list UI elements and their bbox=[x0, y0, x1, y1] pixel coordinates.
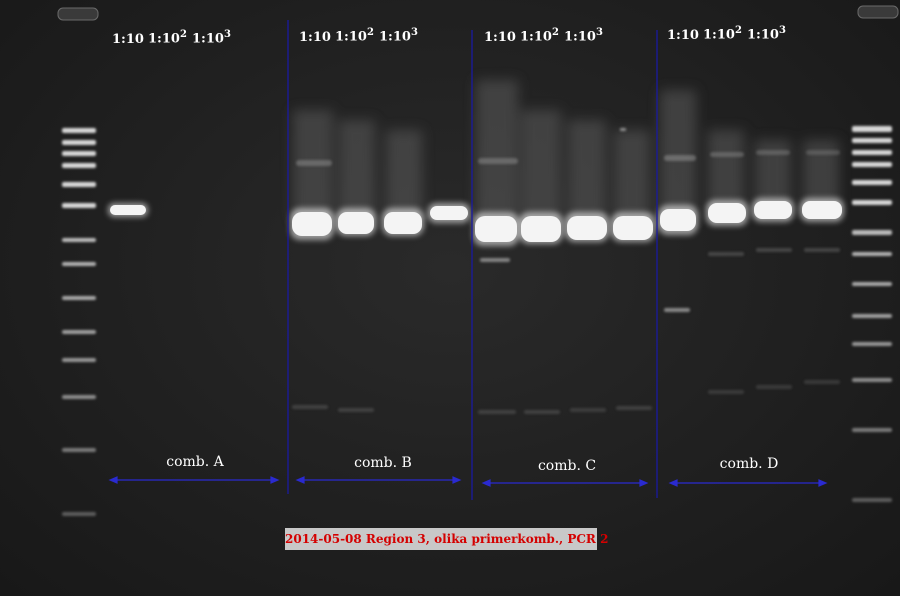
arrow-c bbox=[481, 479, 649, 487]
dilution-label-b1: 1:10 bbox=[299, 30, 331, 45]
ladder-right bbox=[852, 126, 892, 502]
product-bands bbox=[110, 201, 842, 242]
dilution-label-a2: 1:102 bbox=[148, 29, 187, 46]
gel-caption: 2014-05-08 Region 3, olika primerkomb., … bbox=[285, 528, 608, 550]
band-c2 bbox=[521, 216, 561, 242]
arrow-a bbox=[108, 476, 280, 484]
lane-haze bbox=[293, 80, 839, 220]
dilution-label-c2: 1:102 bbox=[520, 27, 559, 44]
faint-bands bbox=[292, 128, 840, 414]
band-d4 bbox=[802, 201, 842, 219]
comb-label-a: comb. A bbox=[166, 454, 224, 470]
dilution-base: 1:10 bbox=[148, 31, 180, 47]
comb-label-b: comb. B bbox=[354, 455, 412, 471]
dilution-exponent: 3 bbox=[595, 27, 603, 38]
arrow-d bbox=[668, 479, 828, 487]
dilution-base: 1:10 bbox=[564, 29, 596, 45]
dilution-label-a1: 1:10 bbox=[112, 32, 144, 47]
dilution-exponent: 2 bbox=[366, 27, 374, 38]
band-b4 bbox=[430, 206, 468, 220]
dilution-label-a3: 1:103 bbox=[192, 29, 231, 46]
dilution-exponent: 3 bbox=[410, 27, 418, 38]
band-c1 bbox=[475, 216, 517, 242]
band-b2 bbox=[338, 212, 374, 234]
dilution-exponent: 3 bbox=[778, 25, 786, 36]
dilution-label-d2: 1:102 bbox=[703, 25, 742, 42]
dilution-base: 1:10 bbox=[192, 31, 224, 47]
dilution-exponent: 2 bbox=[551, 27, 559, 38]
band-a1 bbox=[110, 205, 146, 215]
dilution-label-d1: 1:10 bbox=[667, 28, 699, 43]
dilution-label-c3: 1:103 bbox=[564, 27, 603, 44]
comb-label-d: comb. D bbox=[719, 456, 779, 472]
dilution-label-b2: 1:102 bbox=[335, 27, 374, 44]
dilution-label-c1: 1:10 bbox=[484, 30, 516, 45]
dilution-base: 1:10 bbox=[747, 27, 779, 43]
lane-dividers bbox=[287, 20, 658, 500]
band-c4 bbox=[613, 216, 653, 240]
dilution-base: 1:10 bbox=[703, 27, 735, 43]
dilution-base: 1:10 bbox=[520, 29, 552, 45]
band-c3 bbox=[567, 216, 607, 240]
dilution-exponent: 2 bbox=[179, 29, 187, 40]
band-d2 bbox=[708, 203, 746, 223]
band-b1 bbox=[292, 212, 332, 236]
dilution-label-d3: 1:103 bbox=[747, 25, 786, 42]
arrow-b bbox=[295, 476, 462, 484]
band-d1 bbox=[660, 209, 696, 231]
dilution-base: 1:10 bbox=[379, 29, 411, 45]
band-b3 bbox=[384, 212, 422, 234]
dilution-exponent: 3 bbox=[223, 29, 231, 40]
comb-label-c: comb. C bbox=[537, 458, 597, 474]
dilution-label-b3: 1:103 bbox=[379, 27, 418, 44]
ladder-left bbox=[62, 128, 96, 516]
band-d3 bbox=[754, 201, 792, 219]
comb-arrows bbox=[108, 476, 828, 487]
dilution-base: 1:10 bbox=[335, 29, 367, 45]
wells bbox=[57, 5, 899, 21]
dilution-exponent: 2 bbox=[734, 25, 742, 36]
